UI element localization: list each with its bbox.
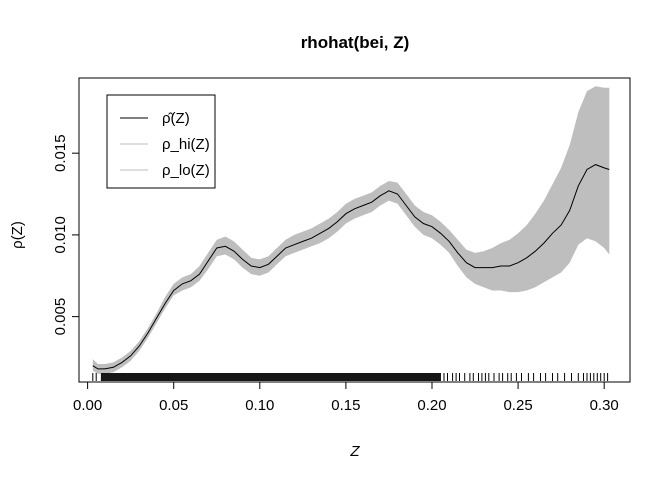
y-axis-label: ρ(Z) [9,221,26,249]
x-tick-label: 0.30 [590,397,619,414]
plot-area [92,86,610,381]
y-tick-label: 0.015 [52,134,69,172]
x-tick-label: 0.10 [245,397,274,414]
x-tick-label: 0.15 [331,397,360,414]
y-tick-label: 0.005 [52,298,69,336]
x-tick-label: 0.20 [417,397,446,414]
rho-hat-line [92,164,610,370]
x-tick-label: 0.05 [159,397,188,414]
y-axis: 0.005 0.010 0.015 [52,134,80,336]
legend-label-rho-hi: ρ_hi(Z) [162,136,210,153]
chart-title: rhohat(bei, Z) [301,33,410,52]
y-tick-label: 0.010 [52,216,69,254]
legend-label-rho-hat: ρ̂(Z) [162,110,190,127]
legend: ρ̂(Z) ρ_hi(Z) ρ_lo(Z) [106,94,216,189]
x-tick-label: 0.00 [73,397,102,414]
legend-box [106,94,216,189]
rug-marks [92,373,609,381]
legend-label-rho-lo: ρ_lo(Z) [162,162,210,179]
x-tick-label: 0.25 [503,397,532,414]
x-axis: 0.00 0.05 0.10 0.15 0.20 0.25 0.30 [73,381,619,414]
x-axis-label: Z [349,443,360,460]
